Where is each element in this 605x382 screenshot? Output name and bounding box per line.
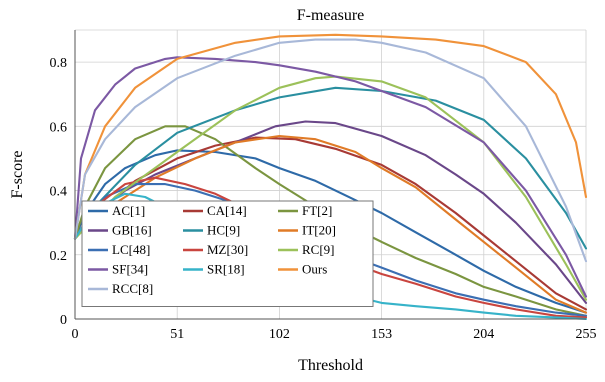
- legend-label: LC[48]: [112, 242, 150, 257]
- legend-label: RCC[8]: [112, 281, 153, 296]
- x-tick-label: 51: [170, 327, 184, 342]
- x-tick-label: 153: [371, 327, 392, 342]
- legend-label: SR[18]: [207, 262, 245, 277]
- series-line-ac-1: [73, 149, 588, 314]
- series-line-hc-9: [73, 86, 588, 250]
- legend-label: GB[16]: [112, 223, 152, 238]
- series-line-it-20: [73, 134, 588, 314]
- series-line-gb-16: [73, 120, 588, 304]
- legend-label: AC[1]: [112, 203, 145, 218]
- x-tick-label: 204: [473, 327, 494, 342]
- chart-title: F-measure: [297, 7, 365, 24]
- x-tick-label: 255: [576, 327, 597, 342]
- y-axis-title: F-score: [9, 151, 26, 199]
- y-tick-label: 0.2: [50, 249, 68, 264]
- legend-label: Ours: [302, 262, 327, 277]
- legend-label: RC[9]: [302, 242, 335, 257]
- legend-label: SF[34]: [112, 262, 148, 277]
- y-tick-label: 0.8: [50, 56, 68, 71]
- y-tick-label: 0.6: [50, 120, 68, 135]
- axes: [74, 30, 586, 320]
- legend-label: CA[14]: [207, 203, 247, 218]
- series-line-rcc-8: [73, 38, 588, 263]
- legend-label: IT[20]: [302, 223, 336, 238]
- legend-label: HC[9]: [207, 223, 240, 238]
- x-tick-label: 0: [72, 327, 79, 342]
- series-line-sf-34: [73, 56, 588, 298]
- x-axis-title: Threshold: [298, 357, 363, 374]
- tick-labels: 0 51 102 153 204 255 0 0.2 0.4 0.6 0.8: [50, 56, 597, 342]
- series-line-ours: [73, 33, 588, 240]
- y-tick-label: 0: [60, 313, 67, 328]
- legend: AC[1] CA[14] FT[2] GB[16] HC[9] IT[20] LC[48] M…: [81, 200, 374, 307]
- legend-box: [81, 200, 374, 307]
- series-line-ft-2: [73, 125, 588, 317]
- y-tick-label: 0.4: [50, 185, 68, 200]
- legend-label: FT[2]: [302, 203, 332, 218]
- legend-label: MZ[30]: [207, 242, 248, 257]
- x-tick-label: 102: [269, 327, 290, 342]
